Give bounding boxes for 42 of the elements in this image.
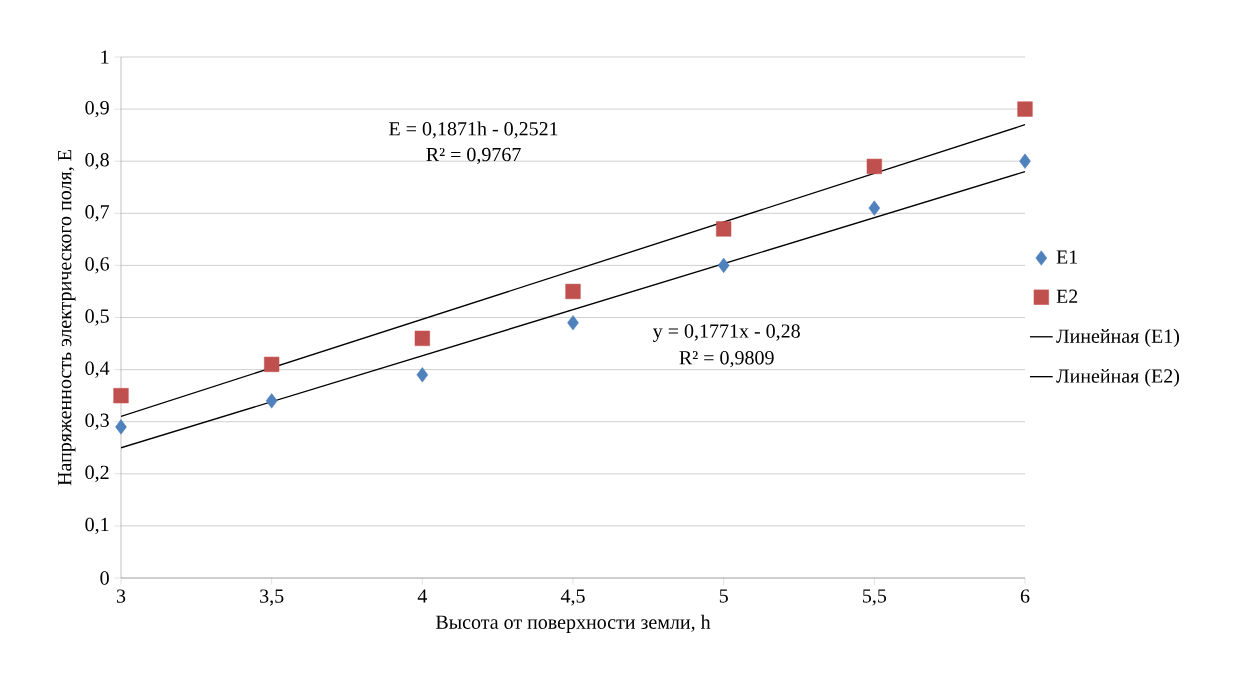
y-tick-label: 0 [100,571,109,585]
point [866,158,882,175]
legend-label: E2 [1056,289,1078,303]
x-tick-label: 4,5 [560,589,585,606]
x-tick-label: 3 [116,589,126,603]
point [1017,101,1033,117]
point [113,388,129,404]
point [716,221,732,237]
y-axis-title: Напряженность электрического поля, E [58,150,76,486]
y-tick-label: 0,7 [85,205,110,222]
y-tick-label: 0,9 [85,100,109,118]
y-tick-label: 1 [101,50,109,64]
y-tick-label: 0,6 [85,257,110,274]
point [717,257,730,274]
y-tick-label: 0,8 [85,153,109,170]
legend-label: Линейная (E2) [1056,368,1180,387]
annotation: E = 0,1871h - 0,2521 [389,121,558,139]
x-tick-label: 6 [1020,589,1030,603]
y-tick-label: 0,4 [85,361,110,378]
legend-label: Линейная (E1) [1056,328,1180,347]
annotation: y = 0,1771x - 0,28 [652,324,800,342]
annotation: R² = 0,9767 [426,147,521,165]
y-tick-label: 0,3 [85,413,109,430]
x-tick-label: 5,5 [863,589,887,606]
annotation: R² = 0,9809 [679,350,774,368]
point [1019,153,1031,169]
point [565,283,581,300]
legend-label: E1 [1056,250,1078,264]
point [115,419,127,435]
y-tick-label: 0,5 [85,309,109,326]
x-tick-label: 5 [719,589,728,603]
point [414,330,430,346]
x-tick-label: 3,5 [260,589,284,606]
x-axis-title: Высота от поверхности земли, h [435,614,711,633]
point [416,367,429,383]
x-tick-label: 4 [417,589,428,603]
point [265,393,278,409]
y-tick-label: 0,1 [85,517,109,535]
point [868,200,881,216]
point [264,356,280,372]
y-tick-label: 0,2 [85,465,109,482]
point [567,315,579,331]
